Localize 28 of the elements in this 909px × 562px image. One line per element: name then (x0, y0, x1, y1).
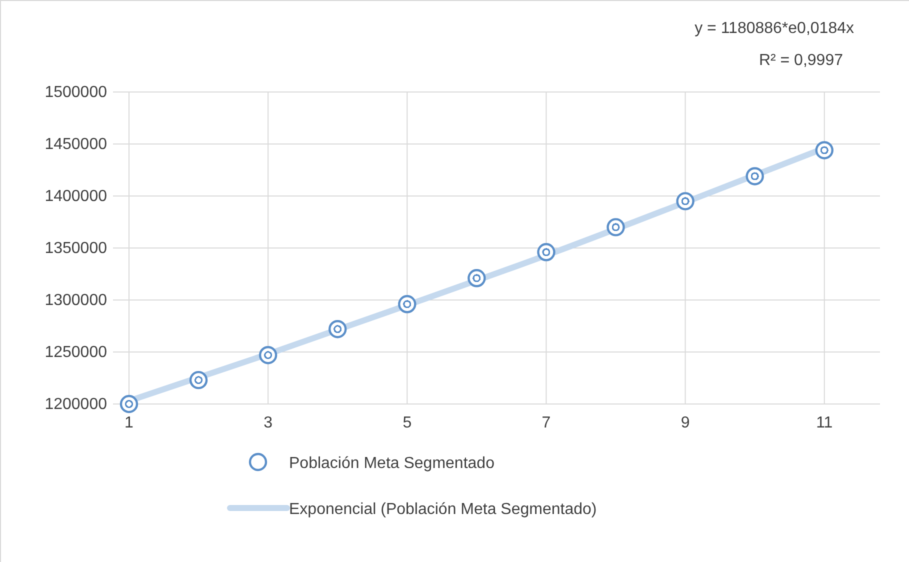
y-tick-label: 1500000 (44, 84, 108, 102)
point (606, 218, 625, 236)
x-tick-label: 3 (264, 414, 273, 432)
point (258, 346, 278, 364)
point (537, 243, 556, 262)
y-tick-label: 1250000 (44, 344, 108, 362)
y-tick-label: 1350000 (44, 240, 108, 258)
y-tick-label: 1400000 (44, 188, 108, 206)
legend-label: Exponencial (Población Meta Segmentado) (289, 501, 597, 518)
text: R² = 0,9997 (758, 52, 844, 69)
y-tick-label: 1300000 (44, 292, 108, 310)
x-tick-label: 7 (542, 414, 551, 432)
point (468, 269, 486, 288)
x-tick-label: 11 (816, 414, 833, 432)
x-tick-label: 5 (402, 414, 412, 432)
point (746, 167, 764, 186)
point (120, 394, 138, 414)
point (398, 295, 416, 314)
x-tick-label: 9 (680, 414, 690, 432)
legend-label: Población Meta Segmentado (289, 455, 495, 472)
point (815, 141, 834, 160)
point (676, 192, 694, 210)
point (328, 320, 347, 338)
y-tick-label: 1200000 (44, 396, 108, 414)
x-tick-label: 1 (124, 414, 134, 432)
text: y = 1180886*e0,0184x (694, 20, 854, 37)
point (189, 370, 208, 390)
y-tick-label: 1450000 (44, 136, 108, 154)
